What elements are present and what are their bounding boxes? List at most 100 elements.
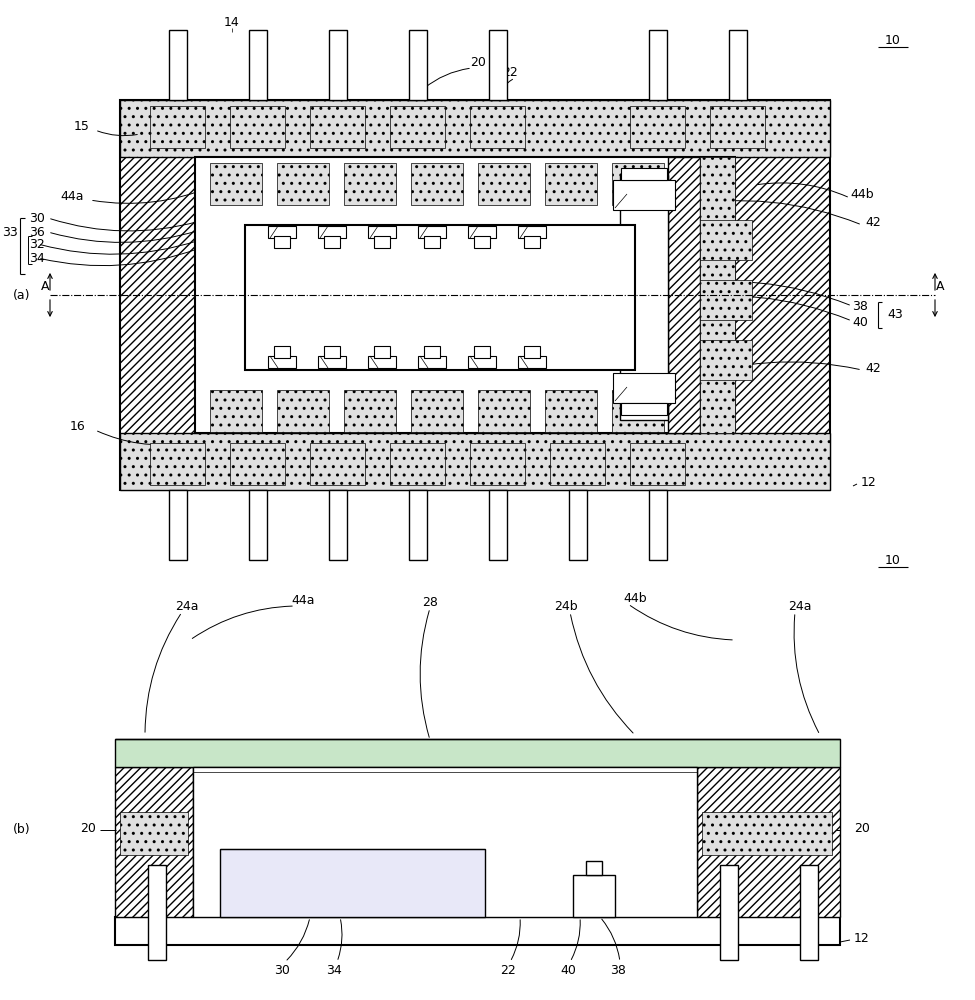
Text: 20: 20 — [854, 822, 870, 834]
Bar — [545, 163, 597, 205]
Text: (a): (a) — [14, 288, 31, 302]
Bar — [169, 30, 187, 100]
Text: 24a: 24a — [176, 599, 199, 612]
Bar — [274, 346, 290, 358]
Text: 10: 10 — [885, 33, 901, 46]
Bar — [418, 356, 446, 368]
Bar — [210, 390, 262, 432]
Bar — [115, 917, 840, 945]
Text: 24b: 24b — [554, 599, 578, 612]
Bar — [424, 236, 440, 248]
Bar — [150, 106, 205, 148]
Text: 38: 38 — [852, 300, 868, 314]
Bar — [700, 157, 735, 433]
Bar — [630, 106, 685, 148]
Bar — [612, 390, 664, 432]
Bar — [630, 443, 685, 485]
Bar — [550, 443, 605, 485]
Bar — [390, 106, 445, 148]
Text: 44b: 44b — [623, 591, 646, 604]
Bar — [120, 100, 830, 157]
Bar — [274, 236, 290, 248]
Bar — [700, 220, 752, 260]
Text: 20: 20 — [470, 56, 486, 70]
Bar — [268, 226, 296, 238]
Text: 44b: 44b — [850, 188, 874, 202]
Bar — [249, 490, 267, 560]
Bar — [120, 433, 830, 490]
Bar — [524, 346, 540, 358]
Bar — [700, 340, 752, 380]
Bar — [115, 739, 840, 767]
Text: 34: 34 — [29, 251, 45, 264]
Bar — [649, 490, 667, 560]
Text: 32: 32 — [29, 237, 45, 250]
Bar — [621, 403, 667, 415]
Text: 40: 40 — [560, 964, 576, 976]
Text: 12: 12 — [861, 476, 877, 488]
Bar — [409, 490, 427, 560]
Bar — [613, 373, 675, 403]
Bar — [368, 226, 396, 238]
Bar — [195, 157, 735, 433]
Bar — [478, 390, 530, 432]
Text: 10: 10 — [885, 554, 901, 566]
Bar — [478, 163, 530, 205]
Text: A: A — [936, 280, 944, 294]
Bar — [474, 236, 490, 248]
Bar — [277, 163, 329, 205]
Bar — [324, 346, 340, 358]
Bar — [470, 106, 525, 148]
Bar — [169, 490, 187, 560]
Bar — [710, 106, 765, 148]
Bar — [702, 812, 832, 855]
Bar — [120, 100, 830, 490]
Bar — [245, 225, 635, 370]
Text: 22: 22 — [502, 66, 518, 80]
Bar — [613, 180, 675, 210]
Bar — [649, 30, 667, 100]
Bar — [800, 865, 818, 960]
Text: 42: 42 — [865, 361, 880, 374]
Text: A: A — [41, 280, 50, 294]
Bar — [518, 356, 546, 368]
Text: 20: 20 — [80, 822, 96, 834]
Text: (b): (b) — [14, 824, 31, 836]
Bar — [230, 106, 285, 148]
Text: 38: 38 — [610, 964, 626, 976]
Bar — [524, 236, 540, 248]
Bar — [612, 163, 664, 205]
Text: 44a: 44a — [292, 593, 315, 606]
Bar — [720, 865, 738, 960]
Bar — [411, 163, 463, 205]
Bar — [668, 157, 700, 433]
Bar — [474, 346, 490, 358]
Bar — [310, 106, 365, 148]
Bar — [489, 490, 507, 560]
Text: 30: 30 — [274, 964, 290, 976]
Text: 40: 40 — [852, 316, 868, 328]
Text: 36: 36 — [29, 226, 45, 238]
Bar — [120, 812, 188, 855]
Bar — [324, 236, 340, 248]
Text: 44a: 44a — [60, 190, 84, 204]
Text: 34: 34 — [326, 964, 342, 976]
Bar — [418, 226, 446, 238]
Text: 30: 30 — [29, 212, 45, 225]
Bar — [150, 443, 205, 485]
Text: 16: 16 — [70, 420, 86, 434]
Text: 15: 15 — [74, 119, 90, 132]
Text: 42: 42 — [865, 216, 880, 229]
Bar — [344, 390, 396, 432]
Bar — [424, 346, 440, 358]
Text: 22: 22 — [500, 964, 516, 976]
Bar — [621, 168, 667, 180]
Bar — [489, 30, 507, 100]
Bar — [700, 280, 752, 320]
Bar — [411, 390, 463, 432]
Bar — [318, 226, 346, 238]
Bar — [268, 356, 296, 368]
Bar — [329, 30, 347, 100]
Bar — [344, 163, 396, 205]
Bar — [545, 390, 597, 432]
